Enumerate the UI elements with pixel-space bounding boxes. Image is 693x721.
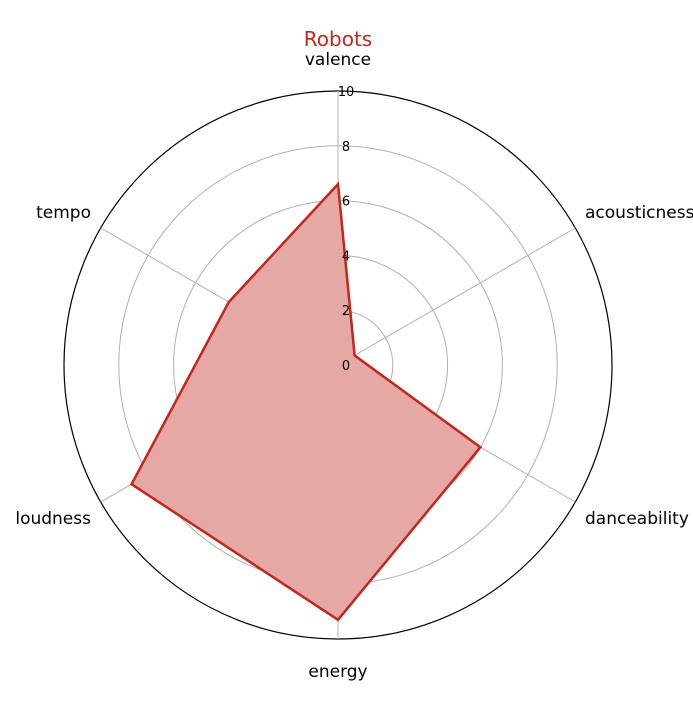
axis-label-loudness: loudness — [15, 509, 91, 529]
series-fill — [131, 184, 481, 620]
axis-label-acousticness: acousticness — [585, 203, 693, 223]
r-tick-label: 2 — [342, 304, 350, 319]
r-tick-label: 0 — [342, 359, 350, 374]
r-tick-label: 10 — [338, 85, 355, 100]
r-tick-label: 8 — [342, 140, 350, 155]
chart-title: Robots — [304, 27, 372, 51]
r-tick-label: 6 — [342, 195, 350, 210]
axis-label-tempo: tempo — [36, 203, 91, 223]
axis-label-danceability: danceability — [585, 509, 689, 529]
radial-tick-labels: 0 2 4 6 8 10 — [338, 85, 355, 374]
axis-label-energy: energy — [308, 662, 367, 682]
r-tick-label: 4 — [342, 249, 350, 264]
radar-series — [129, 181, 483, 622]
spoke-acousticness — [337, 227, 576, 366]
axis-label-valence: valence — [305, 50, 371, 70]
axis-labels: valence acousticness danceability energy lou… — [15, 50, 693, 682]
